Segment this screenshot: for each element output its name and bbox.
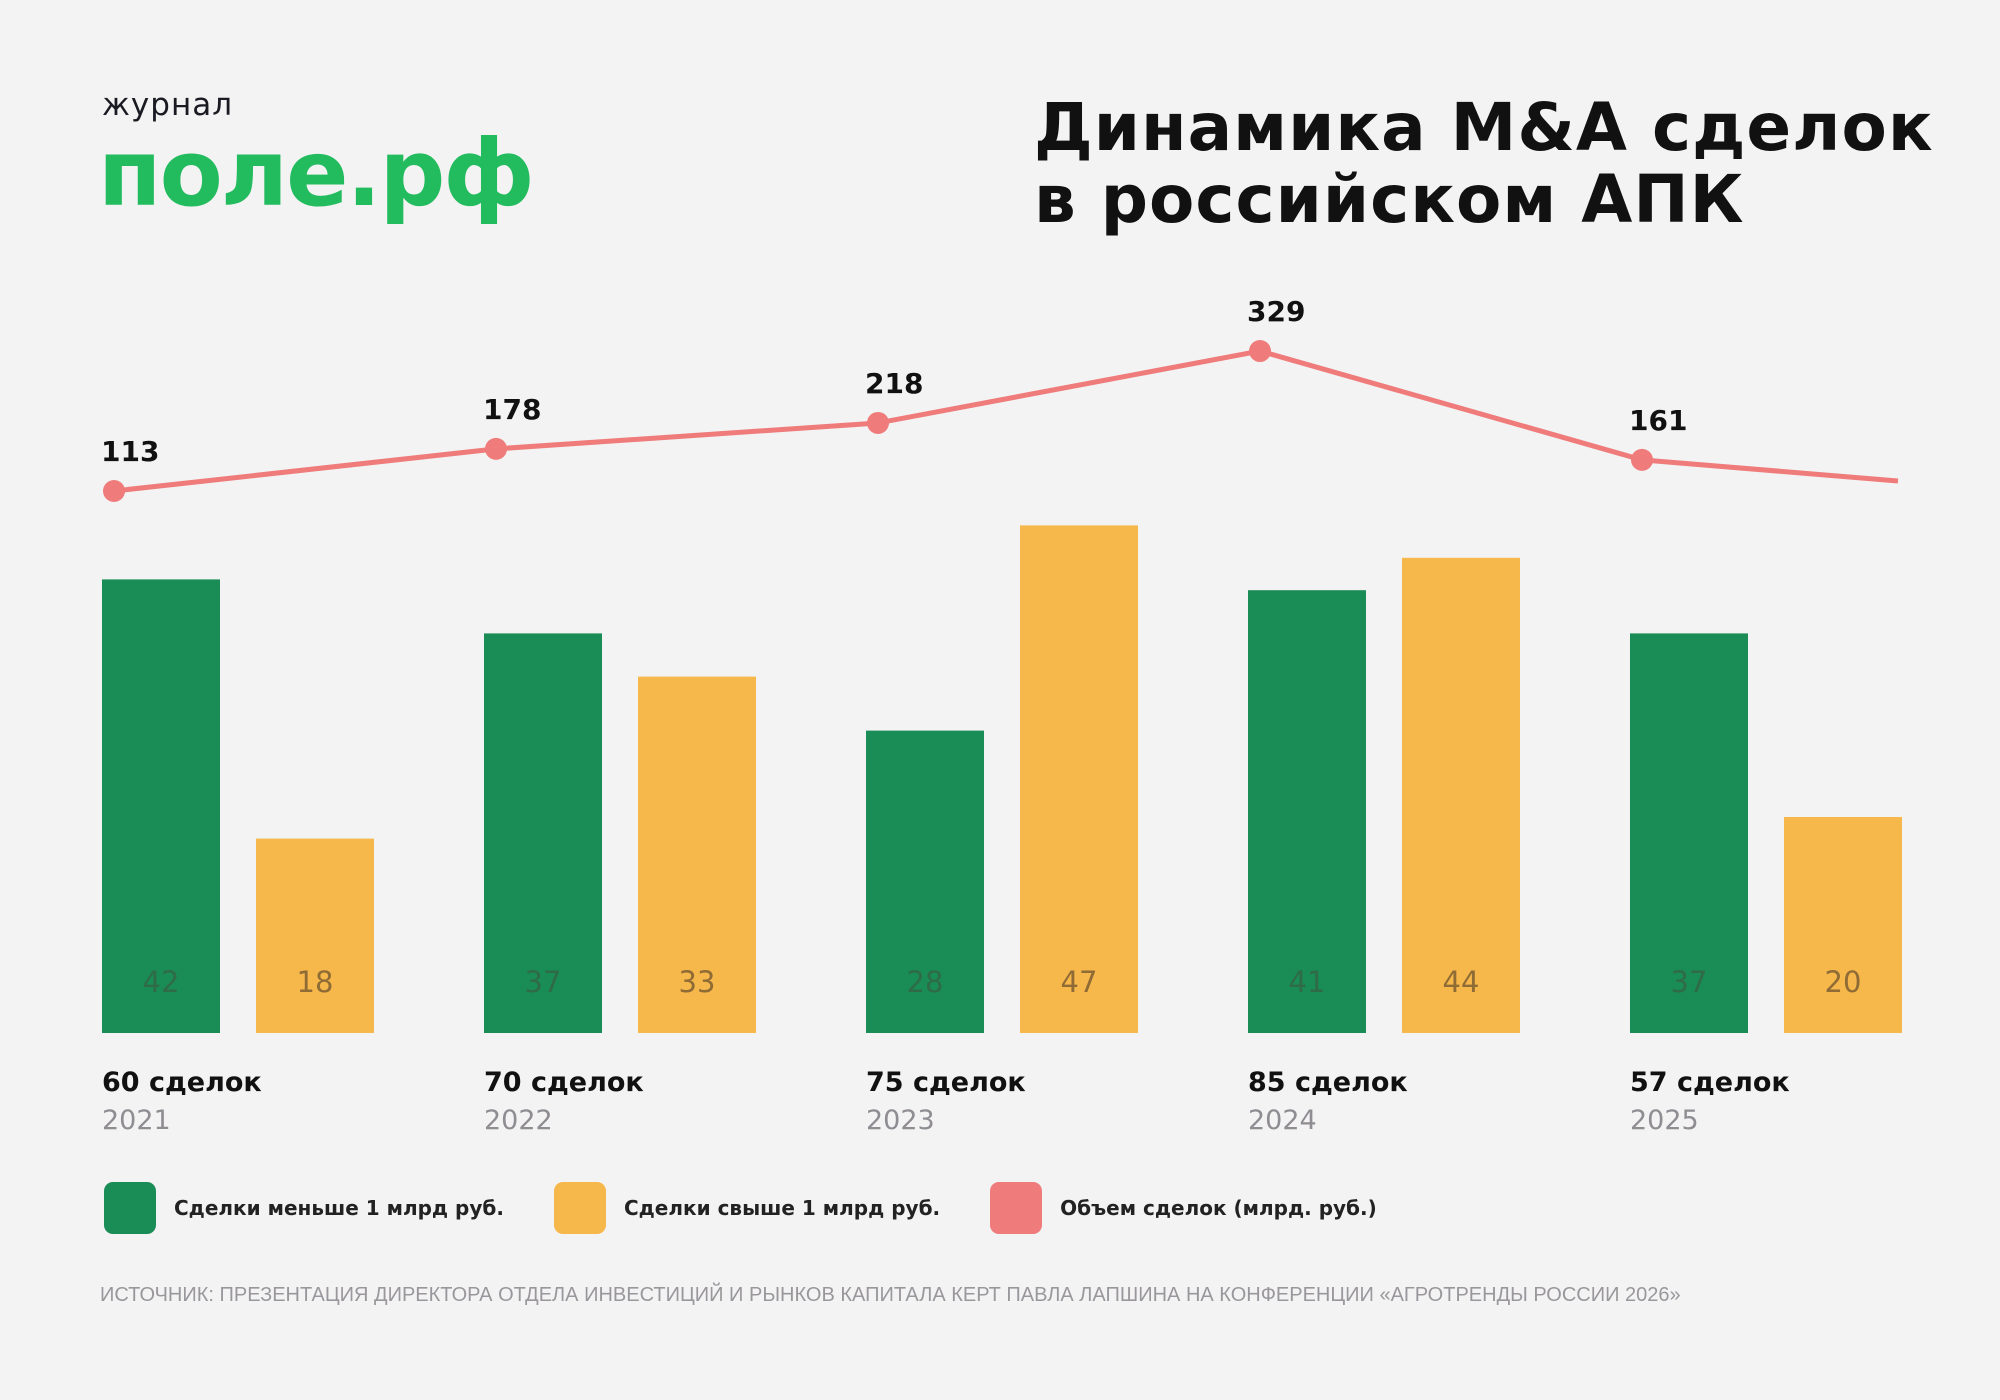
volume-value-label: 161 xyxy=(1629,404,1687,437)
legend-item-volume: Объем сделок (млрд. руб.) xyxy=(990,1182,1377,1234)
bar-large-deals xyxy=(1020,525,1138,1033)
total-deals-label: 60 сделок xyxy=(102,1067,262,1098)
bar-value-label: 44 xyxy=(1443,965,1480,999)
bar-value-label: 20 xyxy=(1825,965,1862,999)
volume-point xyxy=(1631,448,1653,471)
year-label: 2022 xyxy=(484,1105,553,1136)
bar-large-deals xyxy=(256,838,374,1033)
legend: Сделки меньше 1 млрд руб. Сделки свыше 1… xyxy=(104,1182,1427,1234)
logo-small-text: журнал xyxy=(102,87,234,123)
source-note: ИСТОЧНИК: ПРЕЗЕНТАЦИЯ ДИРЕКТОРА ОТДЕЛА И… xyxy=(100,1284,1681,1306)
year-label: 2024 xyxy=(1248,1105,1317,1136)
bar-value-label: 41 xyxy=(1289,965,1326,999)
year-label: 2025 xyxy=(1630,1105,1699,1136)
volume-point xyxy=(103,480,125,502)
legend-swatch xyxy=(104,1182,156,1234)
total-deals-label: 70 сделок xyxy=(484,1067,644,1098)
bar-small-deals xyxy=(102,579,220,1033)
legend-swatch xyxy=(553,1182,606,1234)
logo: поле.рф xyxy=(98,120,535,227)
legend-item-small-deals: Сделки меньше 1 млрд руб. xyxy=(104,1182,504,1234)
legend-item-large-deals: Сделки свыше 1 млрд руб. xyxy=(553,1182,941,1234)
bar-large-deals xyxy=(638,676,756,1033)
legend-label: Сделки свыше 1 млрд руб. xyxy=(623,1196,941,1220)
volume-point xyxy=(485,437,507,460)
bar-small-deals xyxy=(866,730,984,1033)
year-label: 2021 xyxy=(102,1105,171,1136)
legend-label: Объем сделок (млрд. руб.) xyxy=(1060,1196,1377,1220)
volume-value-label: 178 xyxy=(483,393,541,426)
total-deals-label: 85 сделок xyxy=(1248,1067,1408,1098)
volume-point xyxy=(1249,340,1271,363)
total-deals-label: 75 сделок xyxy=(866,1067,1026,1098)
bar-value-label: 42 xyxy=(143,965,180,999)
bar-large-deals xyxy=(1784,817,1902,1033)
volume-line xyxy=(113,348,1899,494)
year-label: 2023 xyxy=(866,1105,935,1136)
volume-value-label: 218 xyxy=(865,367,923,400)
bar-value-label: 47 xyxy=(1061,965,1098,999)
volume-value-label: 329 xyxy=(1247,295,1305,328)
bar-value-label: 28 xyxy=(907,965,944,999)
bar-small-deals xyxy=(1248,590,1366,1033)
legend-swatch xyxy=(990,1182,1043,1234)
title-line-2: в российском АПК xyxy=(1034,161,1745,238)
bar-value-label: 33 xyxy=(679,965,716,999)
bar-small-deals xyxy=(484,633,602,1033)
chart-title: Динамика M&A сделок в российском АПК xyxy=(1034,92,1974,236)
bar-value-label: 37 xyxy=(525,965,562,999)
bar-value-label: 37 xyxy=(1671,965,1708,999)
bar-large-deals xyxy=(1402,557,1520,1033)
total-deals-label: 57 сделок xyxy=(1630,1067,1790,1098)
legend-label: Сделки меньше 1 млрд руб. xyxy=(174,1196,504,1220)
bar-value-label: 18 xyxy=(297,965,334,999)
volume-value-label: 113 xyxy=(101,435,159,468)
title-line-1: Динамика M&A сделок xyxy=(1034,89,1934,166)
volume-point xyxy=(867,411,889,434)
bar-small-deals xyxy=(1630,633,1748,1033)
